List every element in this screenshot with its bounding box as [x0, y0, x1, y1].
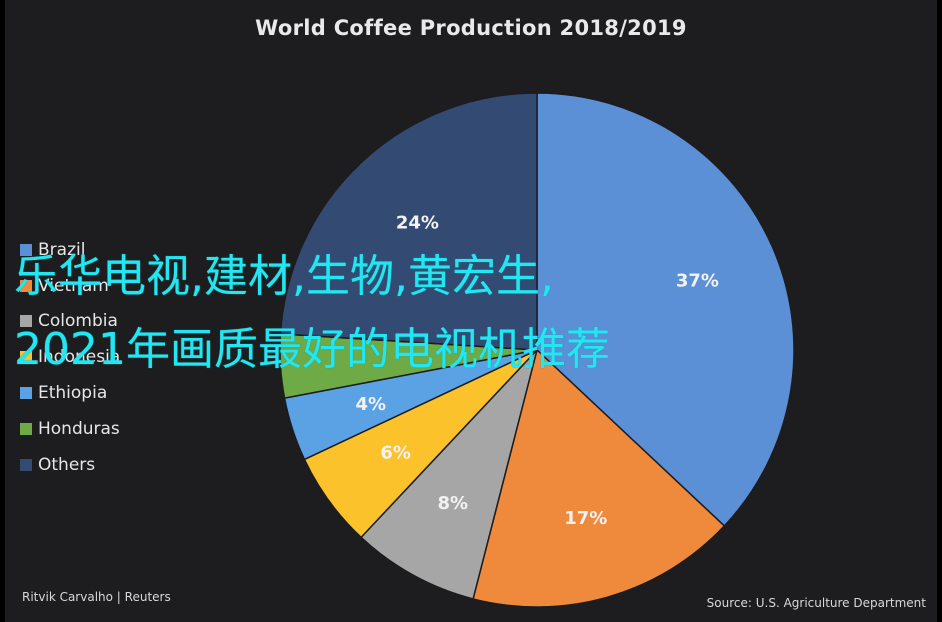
legend-label: Ethiopia — [38, 383, 108, 404]
chart-title: World Coffee Production 2018/2019 — [255, 16, 687, 40]
source-text: Source: U.S. Agriculture Department — [706, 596, 926, 610]
legend-item-vietnam: Vietnam — [20, 268, 120, 304]
legend-label: Indonesia — [38, 347, 121, 368]
credit-text: Ritvik Carvalho | Reuters — [22, 590, 171, 604]
legend-item-colombia: Colombia — [20, 304, 120, 340]
data-label-indonesia: 6% — [380, 443, 411, 464]
legend-swatch — [20, 351, 32, 364]
pie-slice-others — [279, 92, 538, 351]
legend-swatch — [20, 243, 32, 256]
data-label-vietnam: 17% — [564, 508, 607, 529]
legend-label: Vietnam — [38, 275, 109, 296]
pie-slice-colombia — [360, 349, 538, 600]
data-label-colombia: 8% — [438, 493, 469, 514]
legend: Brazil Vietnam Colombia Indonesia Ethiopia Ho… — [20, 232, 120, 483]
pie-slice-brazil — [536, 92, 795, 527]
legend-swatch — [20, 422, 32, 435]
legend-swatch — [20, 458, 32, 471]
data-label-others: 24% — [396, 213, 439, 234]
legend-label: Brazil — [38, 239, 86, 260]
legend-swatch — [20, 279, 32, 292]
legend-swatch — [20, 387, 32, 400]
legend-item-others: Others — [20, 447, 120, 483]
legend-label: Others — [38, 454, 96, 475]
pie-slice-vietnam — [472, 348, 726, 608]
legend-swatch — [20, 315, 32, 328]
legend-label: Colombia — [38, 311, 118, 332]
data-label-ethiopia: 4% — [356, 394, 387, 415]
overlay-text-line-1: 乐华电视,建材,生物,黄宏生, — [14, 251, 554, 302]
data-label-brazil: 37% — [676, 271, 719, 292]
legend-item-indonesia: Indonesia — [20, 339, 120, 375]
legend-item-ethiopia: Ethiopia — [20, 375, 120, 411]
legend-item-honduras: Honduras — [20, 411, 120, 447]
legend-item-brazil: Brazil — [20, 232, 120, 268]
legend-label: Honduras — [38, 418, 120, 439]
overlay-text-line-2: 2021年画质最好的电视机推荐 — [14, 324, 610, 375]
